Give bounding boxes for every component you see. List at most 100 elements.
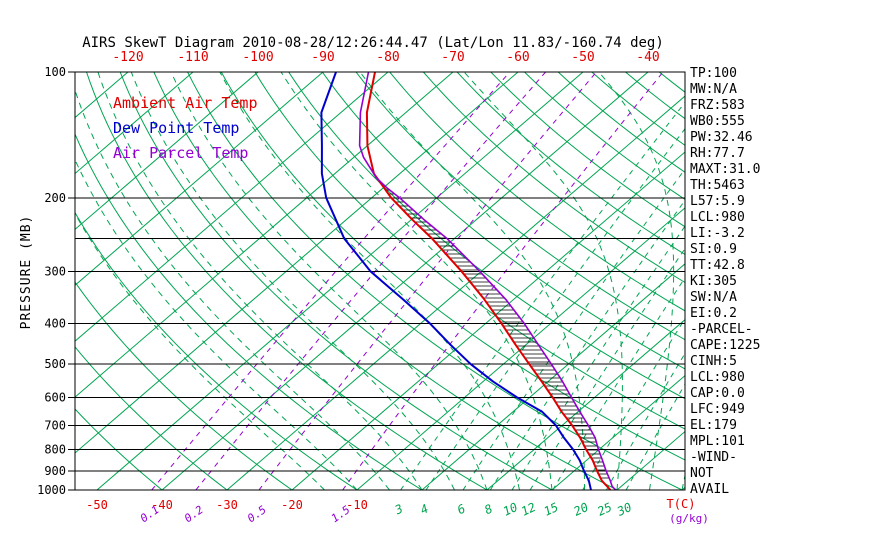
mixing-ratio-line: [195, 72, 546, 490]
generated-chart-layers: 100 200 300 400 500 600 700 800 900 1000 -120 -110 -…: [37, 50, 760, 525]
stats-line: SI:0.9: [690, 242, 737, 257]
moist-adiabat-line: [219, 72, 520, 490]
dry-adiabat-line: [423, 72, 685, 284]
pressure-tick-label: 500: [44, 357, 66, 371]
mixing-ratio-label: 0.2: [182, 503, 206, 525]
stats-line: MAXT:31.0: [690, 162, 760, 177]
top-temp-tick-label: -40: [636, 50, 659, 65]
pressure-tick-label: 400: [44, 317, 66, 331]
mixing-ratio-line: [151, 72, 511, 490]
mixing-ratio-label: 0.5: [245, 503, 269, 525]
mixing-ratio-label: 3: [392, 502, 405, 518]
isotherm-line: [551, 374, 685, 490]
stats-line: LI:-3.2: [690, 226, 745, 241]
stats-line: AVAIL: [690, 482, 729, 497]
mixing-ratio-line: [400, 101, 685, 490]
mixing-ratio-label: 30: [614, 500, 634, 519]
dry-adiabat-line: [524, 72, 685, 200]
dry-adiabat-line: [389, 72, 685, 312]
mixing-ratio-line: [489, 199, 685, 490]
moist-adiabat-line: [130, 72, 455, 490]
stats-line: L57:5.9: [690, 194, 745, 209]
temp-unit-label: T(C): [667, 497, 696, 511]
mixing-ratio-line: [342, 72, 664, 490]
dry-adiabat-line: [75, 408, 163, 490]
mixing-ratio-label: 15: [542, 500, 561, 519]
series-line-ambient-temp: [365, 72, 612, 490]
dry-adiabat-line: [75, 346, 228, 490]
bottom-temp-tick-label: -30: [216, 498, 238, 512]
isotherm-line: [75, 72, 259, 231]
stats-line: EL:179: [690, 418, 737, 433]
stats-line: TT:42.8: [690, 258, 745, 273]
mixing-unit-label: (g/kg): [669, 512, 709, 525]
bottom-temp-tick-label: -50: [86, 498, 108, 512]
dry-adiabat-line: [288, 72, 685, 400]
pressure-tick-label: 600: [44, 390, 66, 404]
top-temp-tick-label: -50: [571, 50, 594, 65]
moist-adiabat-line: [598, 72, 675, 490]
mixing-ratio-line: [258, 72, 597, 490]
stats-line: CAPE:1225: [690, 338, 760, 353]
mixing-ratio-line: [529, 247, 685, 490]
stats-line: FRZ:583: [690, 98, 745, 113]
mixing-ratio-label: 8: [482, 502, 494, 518]
dry-adiabat-line: [456, 72, 685, 256]
bottom-temp-tick-label: -20: [281, 498, 303, 512]
pressure-tick-label: 700: [44, 418, 66, 432]
moist-adiabat-line: [359, 72, 585, 490]
stats-line: WB0:555: [690, 114, 745, 129]
moist-adiabat-line: [463, 72, 623, 490]
plot-area: [75, 72, 685, 490]
legend-item: Ambient Air Temp: [113, 94, 258, 112]
stats-line: KI:305: [690, 274, 737, 289]
pressure-tick-label: 1000: [37, 483, 66, 497]
isotherm-line: [75, 72, 194, 175]
isotherm-line: [75, 72, 454, 398]
top-temp-tick-label: -100: [242, 50, 273, 65]
dry-adiabat-line: [75, 132, 423, 490]
mixing-ratio-line: [425, 127, 685, 490]
dry-adiabat-line: [355, 72, 685, 341]
stats-line: LCL:980: [690, 210, 745, 225]
dry-adiabat-line: [75, 211, 358, 490]
labels-layer: 100 200 300 400 500 600 700 800 900 1000 -120 -110 -…: [37, 50, 760, 525]
pressure-axis-label: PRESSURE (MB): [19, 215, 34, 330]
stats-line: -PARCEL-: [690, 322, 753, 337]
mixing-ratio-label: 25: [595, 500, 614, 519]
moist-adiabat-line: [170, 72, 488, 490]
stats-line: LFC:949: [690, 402, 745, 417]
series-line-parcel-temp: [358, 72, 617, 490]
moist-adiabat-line: [97, 72, 423, 490]
mixing-ratio-label: 4: [418, 502, 430, 518]
isotherm-line: [75, 72, 324, 286]
mixing-ratio-label: 12: [519, 500, 538, 519]
moist-adiabat-line: [75, 158, 358, 490]
isotherm-line: [356, 207, 685, 490]
stats-line: CAP:0.0: [690, 386, 745, 401]
isotherm-line: [291, 151, 685, 490]
plot-frame: [74, 71, 686, 491]
stats-line: TH:5463: [690, 178, 745, 193]
moist-adiabat-line: [75, 212, 325, 490]
stats-line: LCL:980: [690, 370, 745, 385]
stats-line: CINH:5: [690, 354, 737, 369]
mixing-ratio-label: 20: [572, 500, 591, 519]
dry-adiabat-line: [220, 72, 685, 461]
chart-title: AIRS SkewT Diagram 2010-08-28/12:26:44.4…: [82, 35, 664, 51]
series-line-dew-point: [320, 72, 592, 490]
isotherm-line: [75, 72, 519, 454]
mixing-ratio-line: [511, 225, 685, 490]
mixing-ratio-line: [462, 168, 685, 490]
isotherm-line: [486, 319, 685, 490]
dry-adiabat-line: [557, 72, 685, 173]
isotherm-line: [75, 72, 389, 342]
top-temp-tick-label: -70: [441, 50, 464, 65]
stats-line: RH:77.7: [690, 146, 745, 161]
stats-line: PW:32.46: [690, 130, 753, 145]
mixing-ratio-label: 10: [501, 500, 520, 519]
dry-adiabat-line: [75, 281, 293, 490]
dry-adiabat-line: [490, 72, 685, 228]
